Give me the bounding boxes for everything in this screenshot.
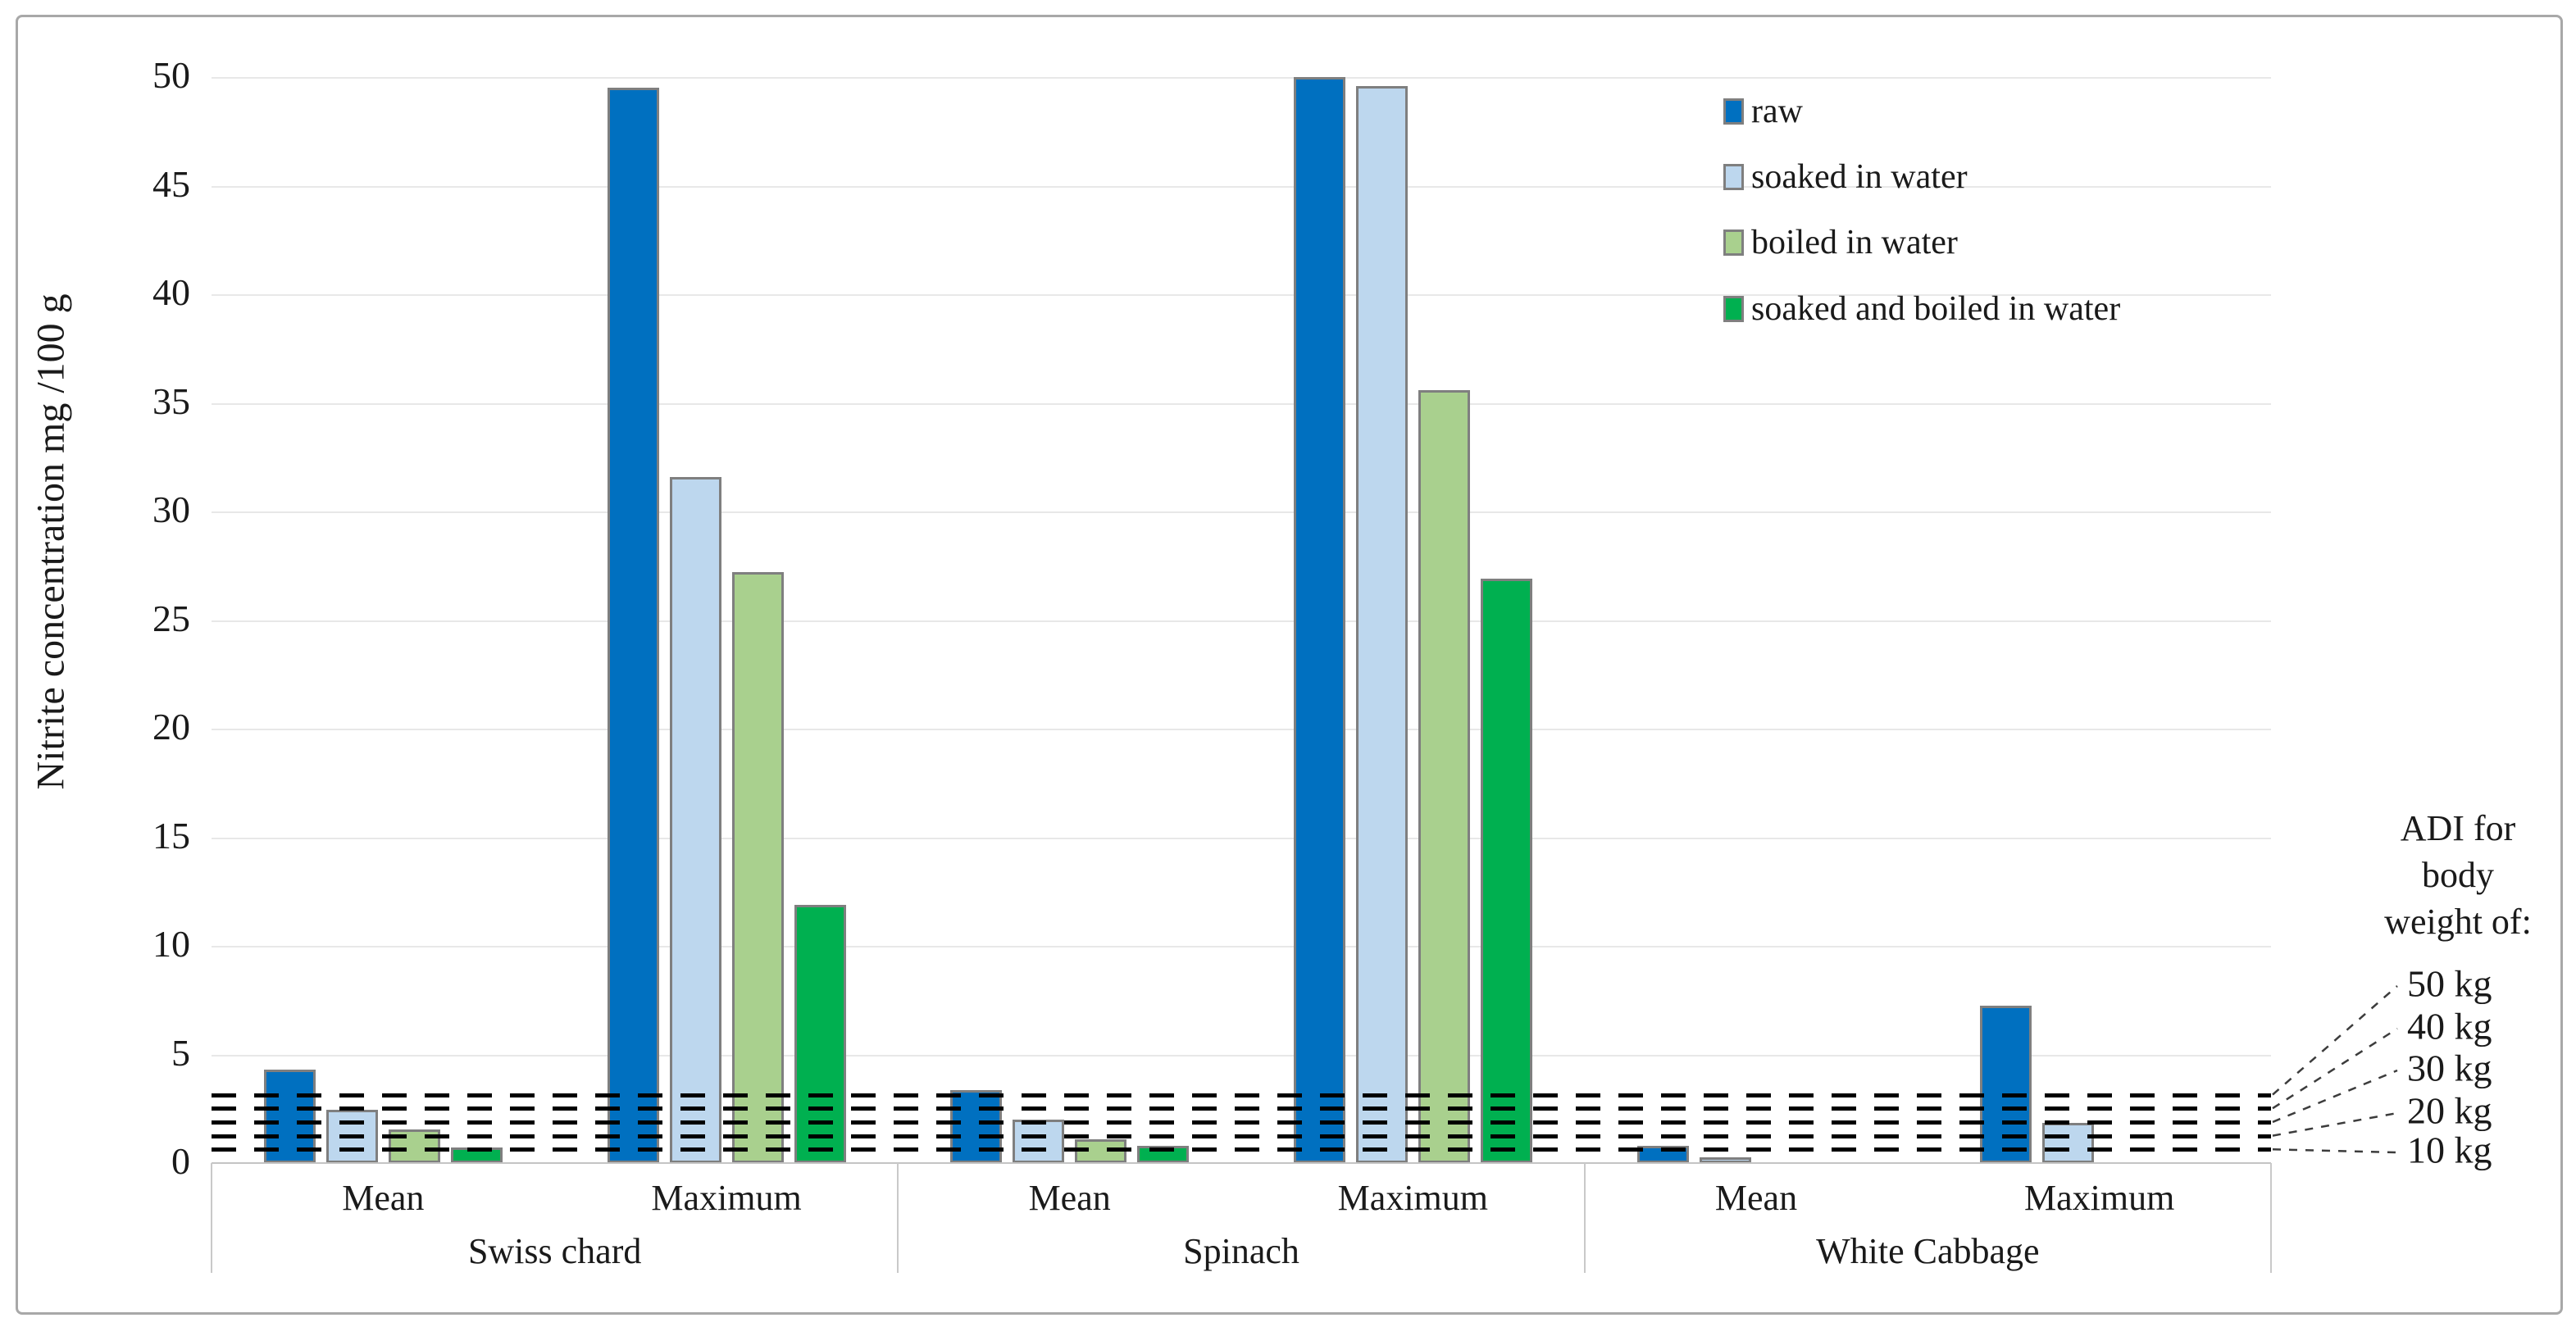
- adi-leader-line-30-kg: [2272, 1069, 2398, 1124]
- bar-raw-Spinach-Maximum: [1294, 77, 1345, 1163]
- y-tick-label-50: 50: [152, 54, 190, 97]
- gridline-40: [212, 294, 2271, 296]
- bar-raw-Spinach-Mean: [950, 1090, 1003, 1163]
- y-tick-label-15: 15: [152, 814, 190, 857]
- gridline-45: [212, 185, 2271, 188]
- bar-soaked-in-water-Spinach-Mean: [1013, 1120, 1065, 1163]
- adi-line-20-kg: [212, 1134, 2271, 1138]
- adi-leader-line-40-kg: [2272, 1027, 2398, 1110]
- category-divider-2: [1583, 1163, 1586, 1273]
- category-label-maximum-1: Maximum: [651, 1178, 802, 1218]
- y-tick-label-45: 45: [152, 162, 190, 205]
- gridline-50: [212, 77, 2271, 79]
- bar-soaked-in-water-Swiss-chard-Maximum: [669, 476, 721, 1163]
- x-axis-line: [212, 1162, 2271, 1164]
- y-tick-label-35: 35: [152, 379, 190, 422]
- bar-boiled-in-water-Swiss-chard-Maximum: [731, 572, 784, 1163]
- adi-heading-line: body: [2422, 855, 2494, 895]
- category-label-mean-3: Mean: [1714, 1178, 1798, 1218]
- legend-item-soaked-in-water: soaked in water: [1723, 157, 1968, 197]
- adi-line-30-kg: [212, 1120, 2271, 1125]
- legend-label: soaked in water: [1751, 158, 1968, 196]
- adi-line-50-kg: [212, 1093, 2271, 1097]
- gridline-15: [212, 837, 2271, 839]
- category-divider-1: [897, 1163, 899, 1273]
- category-divider-0: [211, 1163, 212, 1273]
- legend-swatch-raw: [1723, 98, 1744, 125]
- adi-leader-line-50-kg: [2272, 985, 2398, 1096]
- gridline-35: [212, 402, 2271, 405]
- category-label-mean-1: Mean: [342, 1178, 425, 1218]
- adi-heading: ADI for body weight of:: [2335, 805, 2576, 945]
- legend-swatch-soaked-in-water: [1723, 164, 1744, 190]
- category-label-maximum-2: Maximum: [1337, 1178, 1488, 1218]
- adi-leader-line-10-kg: [2272, 1148, 2398, 1154]
- bar-raw-Swiss-chard-Maximum: [607, 88, 659, 1163]
- category-label-mean-2: Mean: [1028, 1178, 1111, 1218]
- y-tick-label-5: 5: [171, 1031, 190, 1074]
- adi-weight-label-30-kg: 30 kg: [2407, 1047, 2492, 1089]
- bar-raw-White-Cabbage-Maximum: [1980, 1005, 2032, 1163]
- adi-weight-label-40-kg: 40 kg: [2407, 1005, 2492, 1047]
- bar-soaked-in-water-White-Cabbage-Mean: [1699, 1157, 1751, 1163]
- adi-heading-line: ADI for: [2400, 808, 2516, 848]
- legend-label: soaked and boiled in water: [1751, 290, 2121, 328]
- bar-raw-Swiss-chard-Mean: [264, 1070, 316, 1163]
- group-label-swiss-chard: Swiss chard: [467, 1231, 642, 1271]
- legend-label: raw: [1751, 93, 1803, 130]
- bar-soaked-and-boiled-in-water-Spinach-Maximum: [1481, 579, 1532, 1163]
- group-label-white-cabbage: White Cabbage: [1816, 1231, 2040, 1271]
- legend-swatch-soaked-and-boiled-in-water: [1723, 296, 1744, 322]
- bar-soaked-in-water-White-Cabbage-Maximum: [2042, 1122, 2095, 1163]
- legend-item-boiled-in-water: boiled in water: [1723, 223, 1958, 262]
- gridline-5: [212, 1054, 2271, 1057]
- gridline-20: [212, 729, 2271, 730]
- y-tick-label-20: 20: [152, 706, 190, 748]
- legend-swatch-boiled-in-water: [1723, 229, 1744, 256]
- y-tick-label-10: 10: [152, 923, 190, 966]
- legend-item-soaked-and-boiled-in-water: soaked and boiled in water: [1723, 289, 2120, 329]
- adi-heading-line: weight of:: [2384, 902, 2532, 942]
- category-divider-3: [2270, 1163, 2272, 1273]
- category-label-maximum-3: Maximum: [2023, 1178, 2175, 1218]
- bar-boiled-in-water-Spinach-Maximum: [1418, 389, 1470, 1163]
- bar-soaked-and-boiled-in-water-Swiss-chard-Maximum: [794, 904, 846, 1163]
- gridline-25: [212, 620, 2271, 622]
- y-tick-label-40: 40: [152, 271, 190, 314]
- adi-leader-line-20-kg: [2272, 1111, 2398, 1137]
- legend-label: boiled in water: [1751, 224, 1958, 261]
- gridline-30: [212, 511, 2271, 513]
- plot-area: [212, 77, 2271, 1164]
- adi-weight-label-10-kg: 10 kg: [2407, 1129, 2492, 1171]
- y-tick-label-0: 0: [171, 1140, 190, 1183]
- bar-soaked-in-water-Spinach-Maximum: [1356, 85, 1408, 1163]
- adi-weight-label-20-kg: 20 kg: [2407, 1089, 2492, 1132]
- gridline-10: [212, 946, 2271, 947]
- adi-line-40-kg: [212, 1107, 2271, 1111]
- y-tick-label-25: 25: [152, 597, 190, 639]
- adi-line-10-kg: [212, 1147, 2271, 1152]
- group-label-spinach: Spinach: [1183, 1231, 1299, 1271]
- legend-item-raw: raw: [1723, 92, 1803, 131]
- y-tick-label-30: 30: [152, 489, 190, 531]
- adi-weight-label-50-kg: 50 kg: [2407, 962, 2492, 1005]
